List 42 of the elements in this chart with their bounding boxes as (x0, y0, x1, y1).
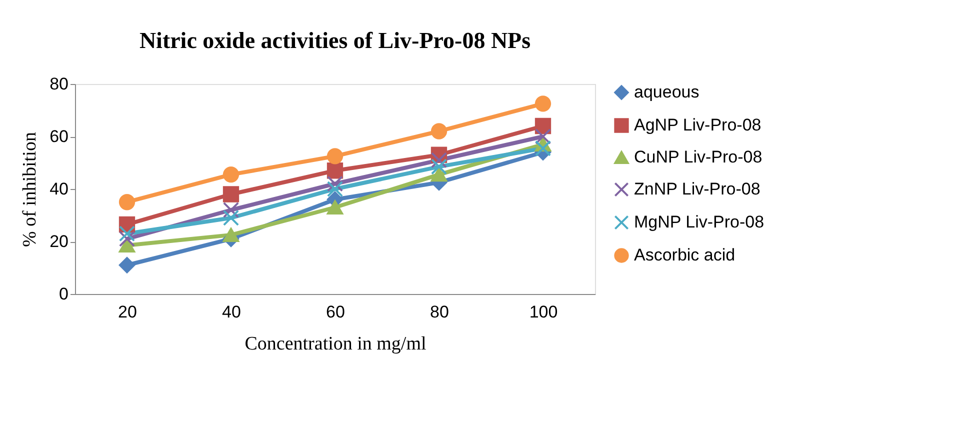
legend-label: CuNP Liv-Pro-08 (634, 148, 762, 166)
y-tick-label: 40 (50, 180, 68, 198)
x-tick-label: 20 (118, 302, 137, 322)
point (118, 257, 136, 274)
legend-label: Ascorbic acid (634, 246, 736, 264)
point (430, 152, 448, 168)
point (222, 166, 240, 183)
y-tick-label: 0 (59, 284, 68, 304)
point (326, 200, 344, 214)
y-tick-label: 60 (50, 127, 68, 146)
point (118, 230, 136, 247)
point (430, 167, 448, 182)
point (326, 148, 344, 164)
point (222, 228, 240, 242)
point (222, 186, 240, 202)
point (534, 128, 552, 145)
point (118, 194, 136, 210)
point (430, 123, 448, 140)
point (326, 180, 344, 198)
legend-label: AgNP Liv-Pro-08 (634, 116, 762, 134)
chart-title: Nitric oxide activities of Liv-Pro-08 NPs (139, 28, 531, 53)
point (534, 96, 552, 112)
x-tick-label: 40 (222, 302, 241, 322)
x-tick-label: 100 (529, 302, 558, 322)
x-tick-label: 60 (326, 302, 345, 322)
legend-label: aqueous (634, 82, 700, 102)
y-axis-title: % of inhibition (20, 131, 41, 248)
point (534, 140, 552, 156)
point (326, 162, 344, 179)
y-tick-label: 80 (50, 74, 68, 94)
legend-label: MgNP Liv-Pro-08 (634, 212, 764, 232)
x-axis-title: Concentration in mg/ml (244, 334, 426, 354)
point (326, 176, 344, 192)
point (222, 210, 240, 226)
legend-label: ZnNP Liv-Pro-08 (634, 180, 760, 198)
x-tick-label: 80 (430, 302, 449, 322)
point (118, 226, 136, 242)
point (222, 202, 240, 218)
point (118, 238, 136, 253)
point (430, 158, 448, 175)
point (534, 118, 552, 134)
y-tick-label: 20 (50, 232, 68, 251)
